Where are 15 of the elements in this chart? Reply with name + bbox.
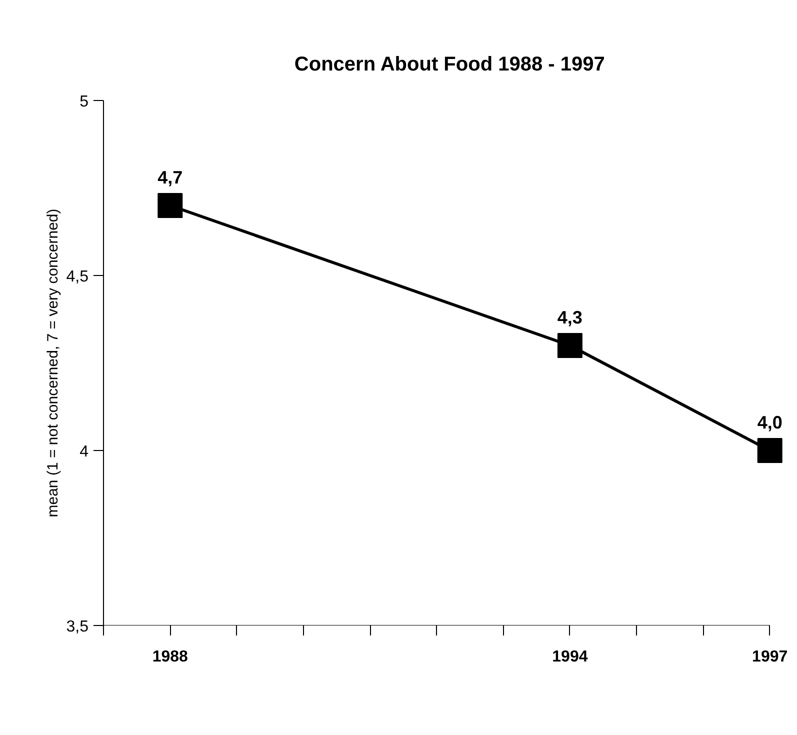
- chart-title: Concern About Food 1988 - 1997: [294, 54, 605, 76]
- point: [557, 333, 582, 358]
- y-tick-label: 5: [80, 94, 89, 110]
- y-axis-title: mean (1 = not concerned, 7 = very concerned): [44, 208, 62, 518]
- x-tick-label: 1997: [752, 648, 788, 666]
- point: [158, 193, 183, 218]
- point: [757, 438, 782, 463]
- y-tick-label: 4: [80, 444, 89, 460]
- data-label: 4,0: [757, 412, 782, 432]
- data-label: 4,3: [557, 308, 582, 328]
- x-tick-label: 1988: [152, 648, 188, 666]
- x-tick-label: 1994: [552, 648, 588, 666]
- data-label: 4,7: [158, 168, 183, 188]
- y-tick-label: 3,5: [66, 618, 89, 636]
- y-tick-label: 4,5: [66, 268, 89, 286]
